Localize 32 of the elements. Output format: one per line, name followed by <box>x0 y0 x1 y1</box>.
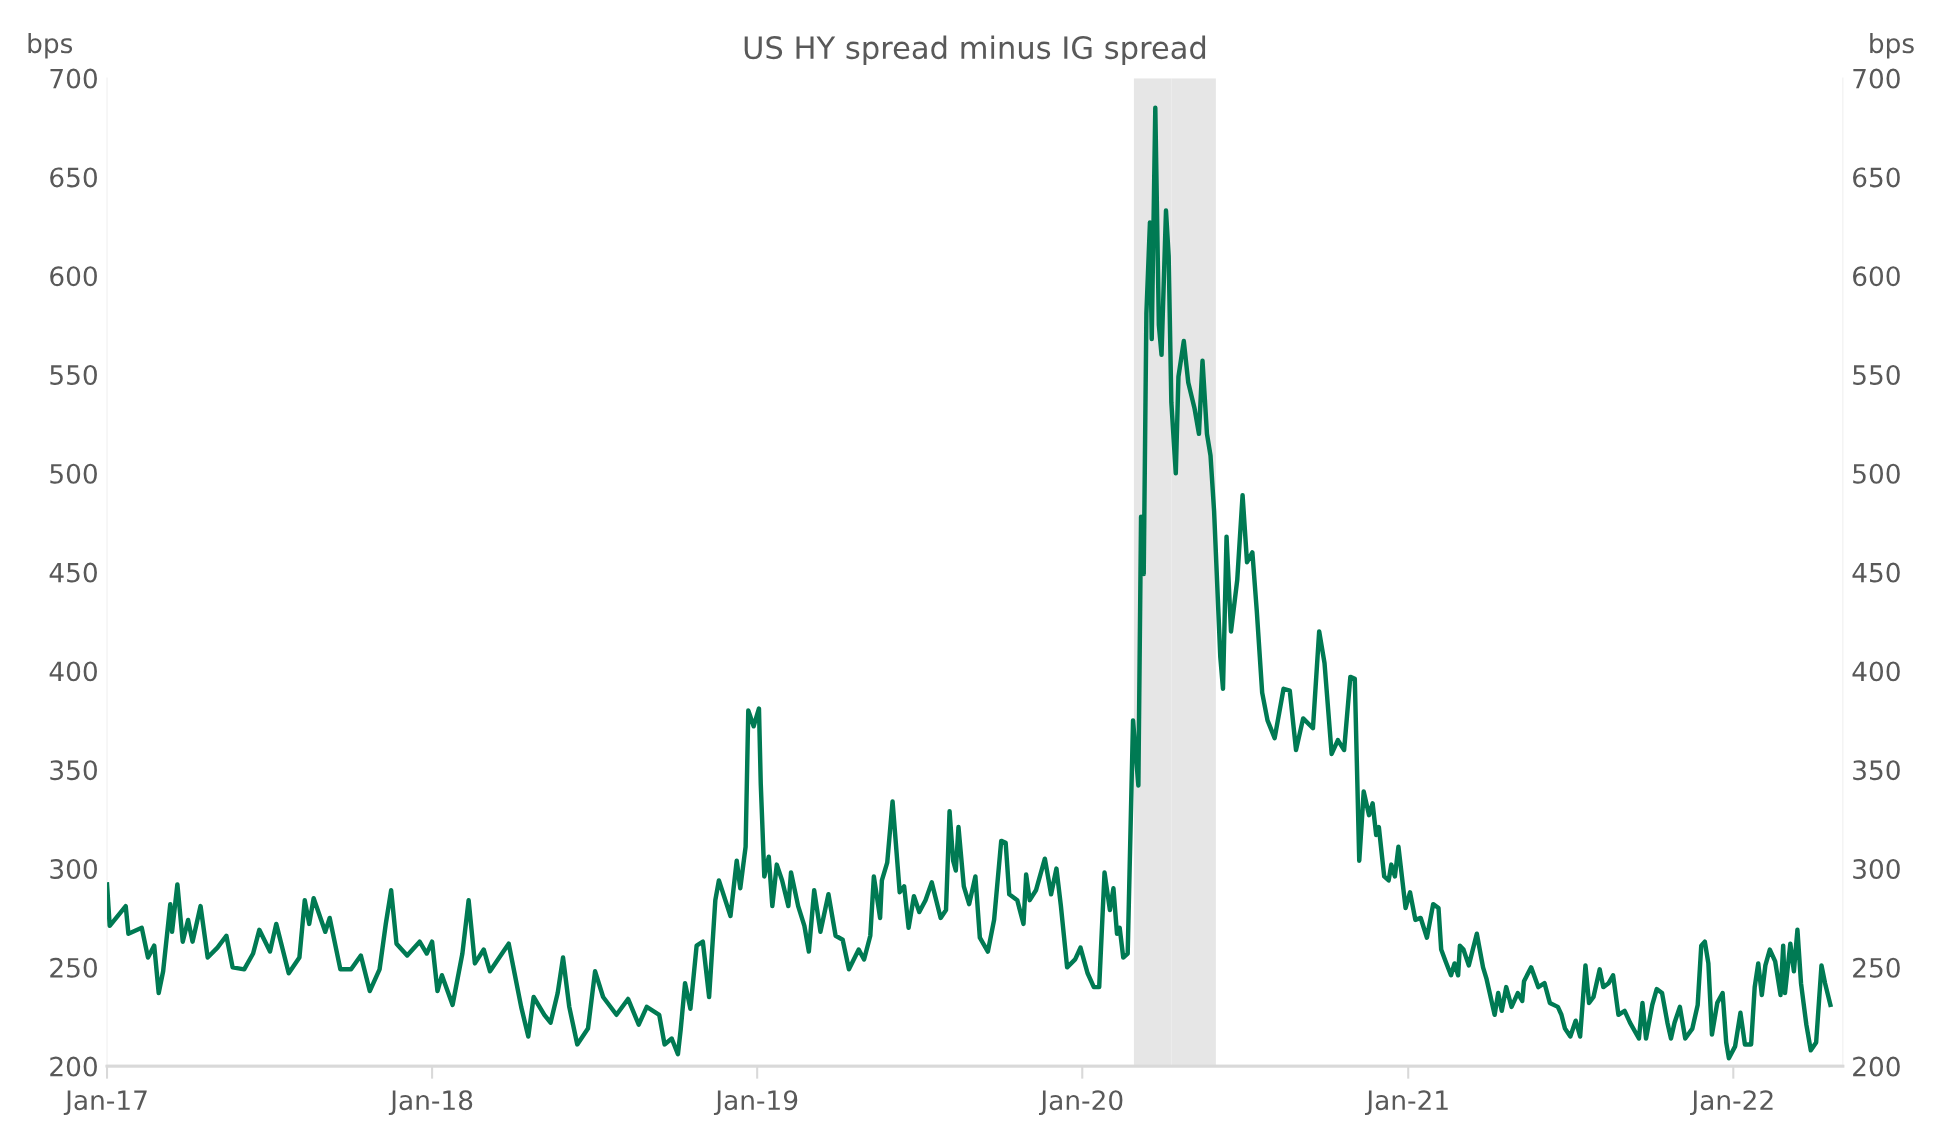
y2-tick-label: 300 <box>1853 859 1900 879</box>
y2-tick-label: 350 <box>1853 760 1900 781</box>
y-tick-label: 300 <box>50 859 97 879</box>
y2-tick-label: 650 <box>1853 167 1900 188</box>
y2-axis-title: bps <box>1870 32 1914 59</box>
x-tick-label: Jan-17 <box>63 1090 147 1116</box>
y2-tick-label: 550 <box>1853 365 1900 385</box>
y-tick-label: 650 <box>50 167 97 188</box>
y-tick-label: 250 <box>50 957 97 978</box>
y-tick-label: 600 <box>50 266 97 287</box>
x-tick-label: Jan-20 <box>1039 1090 1123 1116</box>
y-axis-title: bps <box>28 32 73 59</box>
y2-tick-label: 450 <box>1852 562 1900 583</box>
y2-tick-label: 700 <box>1853 68 1900 89</box>
x-tick-label: Jan-22 <box>1690 1090 1773 1116</box>
y-tick-label: 400 <box>49 661 97 682</box>
line-series <box>107 105 1833 1061</box>
y-tick-label: 550 <box>50 365 97 385</box>
y2-tick-label: 200 <box>1853 1056 1900 1077</box>
x-tick-label: Jan-19 <box>713 1090 798 1116</box>
y-tick-label: 350 <box>50 760 97 781</box>
y2-tick-label: 500 <box>1853 463 1900 484</box>
x-tick-label: Jan-18 <box>388 1090 473 1116</box>
y2-tick-label: 400 <box>1852 661 1900 682</box>
y-tick-label: 500 <box>50 463 97 484</box>
y2-tick-label: 250 <box>1853 957 1900 978</box>
y-tick-label: 700 <box>50 68 97 89</box>
chart-title: US HY spread minus IG spread <box>744 35 1206 66</box>
y2-tick-label: 600 <box>1853 266 1900 287</box>
y-tick-label: 450 <box>49 562 97 583</box>
x-tick-label: Jan-21 <box>1364 1090 1448 1116</box>
y-tick-label: 200 <box>50 1056 97 1077</box>
